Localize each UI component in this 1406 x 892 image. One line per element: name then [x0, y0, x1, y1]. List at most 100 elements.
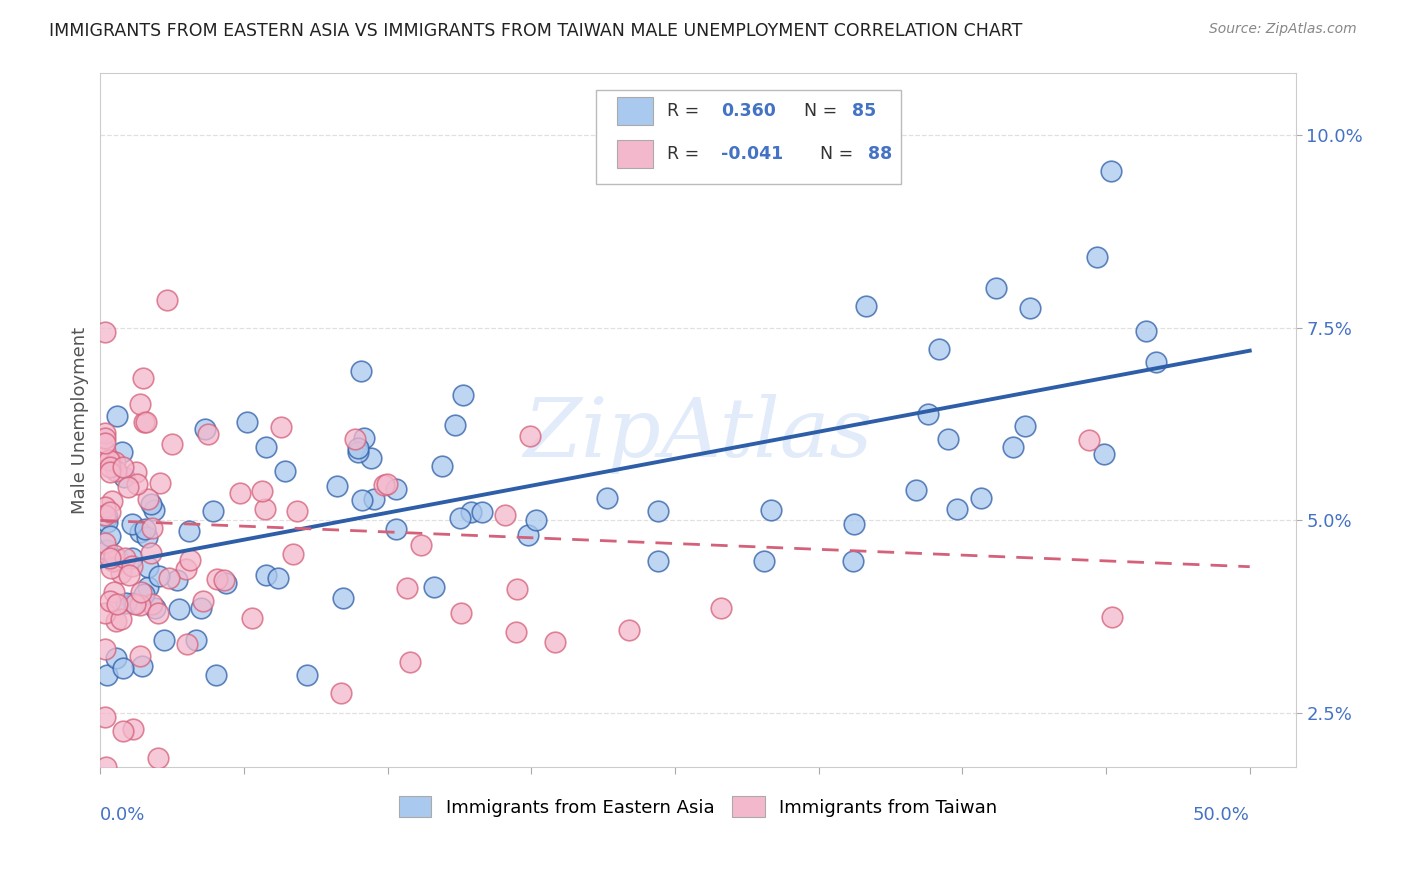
Point [460, 505, 482, 519]
Point [148, 569, 170, 583]
Text: ZipAtlas: ZipAtlas [523, 394, 873, 474]
Point [385, 482, 408, 496]
Point [143, 601, 166, 615]
Point [129, 524, 152, 539]
Point [1085, 250, 1108, 264]
Point [201, 504, 224, 518]
Point [156, 293, 179, 308]
Point [398, 655, 420, 669]
Point [519, 428, 541, 442]
Point [295, 667, 318, 681]
Point [98, 465, 121, 479]
Point [121, 551, 143, 566]
Point [194, 422, 217, 436]
Point [285, 504, 308, 518]
Point [94, 435, 117, 450]
Point [104, 463, 127, 477]
Text: N =: N = [820, 145, 853, 163]
Point [134, 415, 156, 429]
Point [360, 451, 382, 466]
Legend: Immigrants from Eastern Asia, Immigrants from Taiwan: Immigrants from Eastern Asia, Immigrants… [391, 789, 1005, 824]
Point [105, 650, 128, 665]
Point [157, 571, 180, 585]
Point [936, 433, 959, 447]
Point [754, 554, 776, 568]
Point [152, 633, 174, 648]
Point [423, 580, 446, 594]
Point [135, 530, 157, 544]
Point [176, 637, 198, 651]
Point [179, 552, 201, 566]
Point [516, 528, 538, 542]
Point [928, 342, 950, 356]
Point [101, 554, 124, 568]
Point [105, 597, 128, 611]
Point [141, 546, 163, 560]
Point [107, 551, 129, 566]
Point [266, 571, 288, 585]
Point [945, 501, 967, 516]
Point [855, 299, 877, 313]
Point [1019, 301, 1042, 315]
Point [134, 522, 156, 536]
Point [111, 724, 134, 739]
Point [283, 547, 305, 561]
Text: R =: R = [666, 102, 699, 120]
Text: Source: ZipAtlas.com: Source: ZipAtlas.com [1209, 22, 1357, 37]
Point [1077, 433, 1099, 447]
Point [332, 591, 354, 605]
Point [112, 469, 135, 483]
Point [229, 485, 252, 500]
Point [98, 452, 121, 467]
Point [330, 686, 353, 700]
Text: 88: 88 [868, 145, 891, 163]
Point [444, 417, 467, 432]
Point [132, 371, 155, 385]
Y-axis label: Male Unemployment: Male Unemployment [72, 326, 89, 514]
Point [111, 661, 134, 675]
Point [1099, 164, 1122, 178]
Point [94, 641, 117, 656]
Point [98, 551, 121, 566]
Point [127, 476, 149, 491]
Point [129, 649, 152, 664]
Point [115, 596, 138, 610]
Point [352, 492, 374, 507]
Point [124, 598, 146, 612]
Point [177, 524, 200, 538]
Point [710, 601, 733, 615]
Point [363, 492, 385, 507]
Point [215, 576, 238, 591]
Point [184, 632, 207, 647]
Point [240, 611, 263, 625]
Point [117, 480, 139, 494]
Point [96, 509, 118, 524]
Point [94, 500, 117, 514]
Point [450, 606, 472, 620]
Point [100, 561, 122, 575]
Point [94, 536, 117, 550]
Point [103, 584, 125, 599]
Point [409, 538, 432, 552]
Point [104, 455, 127, 469]
Point [141, 521, 163, 535]
Point [100, 493, 122, 508]
Point [111, 445, 134, 459]
Point [122, 596, 145, 610]
Point [204, 667, 226, 681]
Point [121, 558, 143, 573]
Point [136, 492, 159, 507]
Point [917, 407, 939, 421]
Text: -0.041: -0.041 [721, 145, 783, 163]
Point [94, 425, 117, 440]
Point [524, 513, 547, 527]
Point [471, 505, 494, 519]
Point [136, 580, 159, 594]
Point [135, 415, 157, 429]
Point [270, 420, 292, 434]
Point [984, 281, 1007, 295]
Point [1092, 447, 1115, 461]
Text: N =: N = [804, 102, 838, 120]
Point [1135, 324, 1157, 338]
Point [98, 459, 121, 474]
